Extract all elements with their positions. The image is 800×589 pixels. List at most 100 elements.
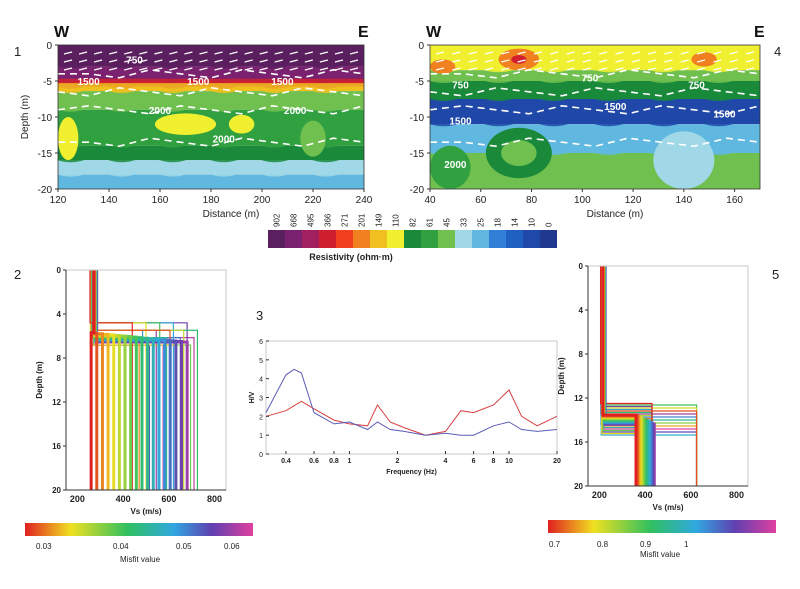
scale-value: 14 — [511, 218, 520, 227]
x-axis-label: Distance (m) — [587, 209, 644, 220]
contour-dash — [289, 59, 298, 63]
vs-profile-line — [90, 270, 154, 490]
section-fill: 750 750 750 1500 1500 1500 2000 — [430, 45, 760, 189]
x-tick-label: 140 — [101, 195, 118, 206]
x-tick-label: 200 — [70, 494, 85, 504]
vs-best-fit-line — [89, 270, 96, 490]
section-fill: 750 1500 1500 1500 2000 2000 2000 — [58, 45, 364, 189]
x-tick-label: 220 — [305, 195, 322, 206]
contour-dash — [184, 59, 193, 63]
layer-interface — [430, 116, 760, 127]
y-tick-label: -20 — [410, 185, 425, 196]
y-tick-label: 4 — [579, 306, 584, 315]
contour-dash — [274, 59, 283, 63]
resistivity-anomaly — [691, 52, 717, 67]
contour-dash — [184, 67, 193, 71]
contour-dash — [680, 59, 689, 63]
contour-dash — [550, 51, 559, 55]
contour-dash — [631, 51, 640, 55]
layer-interface — [58, 58, 364, 69]
contour-dash — [435, 59, 445, 63]
contour-dash — [647, 51, 657, 55]
contour-line — [58, 68, 364, 79]
contour-dash — [93, 67, 103, 71]
x-axis-label: Frequency (Hz) — [386, 469, 437, 476]
contour-dash — [582, 67, 591, 71]
contour-dash — [304, 67, 313, 71]
x-tick-label: 160 — [726, 195, 743, 206]
contour-dash — [199, 59, 208, 63]
x-tick-label: 180 — [203, 195, 220, 206]
misfit-tick: 0.06 — [224, 542, 240, 551]
misfit-colorbar-right: 0.7 0.8 0.9 1 Misfit value — [548, 520, 776, 559]
contour-line — [430, 86, 760, 97]
y-tick-label: 20 — [574, 482, 583, 491]
scale-value: 45 — [443, 218, 452, 227]
contour-dash — [696, 51, 706, 55]
misfit-tick: 1 — [684, 540, 689, 549]
scale-value: 0 — [545, 222, 554, 227]
resistivity-anomaly — [653, 131, 715, 189]
y-tick-label: 16 — [574, 438, 583, 447]
contour-dash — [199, 67, 208, 71]
y-tick-label: 16 — [52, 442, 61, 451]
resistivity-scale-label: Resistivity (ohm·m) — [309, 252, 393, 262]
x-tick-label: 120 — [625, 195, 642, 206]
contour-dash — [484, 51, 494, 55]
contour-dash — [244, 51, 253, 55]
layer-interface — [58, 152, 364, 163]
contour-dash — [78, 59, 88, 63]
contour-line — [430, 68, 760, 79]
x-axis-label: Distance (m) — [203, 209, 260, 220]
contour-dash — [139, 59, 148, 63]
layer-interface — [58, 137, 364, 148]
x-tick-label: 800 — [207, 494, 222, 504]
contour-dash — [244, 59, 253, 63]
contour-dash — [435, 51, 445, 55]
x-axis-label: Vs (m/s) — [652, 503, 683, 512]
contour-label: 2000 — [444, 160, 467, 171]
contour-dash — [214, 51, 223, 55]
x-tick-label: 8 — [492, 458, 496, 465]
x-tick-label: 4 — [444, 458, 448, 465]
contour-dash — [680, 67, 689, 71]
vs-profile-right: 200 400 600 800 0 4 8 12 16 20 Vs (m/s) Depth (m) — [557, 262, 749, 512]
scale-swatch — [421, 230, 438, 248]
contour-dash — [452, 59, 461, 63]
scale-swatch — [285, 230, 302, 248]
misfit-gradient-bar — [548, 520, 776, 533]
resistivity-section-right: 750 750 750 1500 1500 1500 2000 40 60 80 100 120 140… — [410, 24, 765, 220]
contour-dash — [452, 51, 461, 55]
contour-dash — [566, 67, 575, 71]
contour-dash — [696, 59, 706, 63]
scale-swatch — [540, 230, 557, 248]
misfit-tick: 0.05 — [176, 542, 192, 551]
misfit-tick: 0.7 — [549, 540, 561, 549]
scale-swatch — [268, 230, 285, 248]
panel-number: 2 — [14, 267, 21, 282]
contour-dash — [729, 67, 738, 71]
contour-label: 750 — [452, 81, 469, 92]
misfit-tick: 0.9 — [640, 540, 652, 549]
contour-label: 750 — [688, 81, 705, 92]
contour-line — [58, 104, 364, 115]
y-tick-label: 0 — [57, 266, 62, 275]
contour-dash — [468, 59, 477, 63]
x-tick-label: 60 — [475, 195, 487, 206]
contour-dash — [334, 51, 344, 55]
x-tick-label: 2 — [395, 458, 399, 465]
scale-swatch — [523, 230, 540, 248]
contour-dash — [304, 51, 313, 55]
x-tick-label: 20 — [553, 458, 561, 465]
panel-number: 4 — [774, 44, 781, 59]
contour-dash — [501, 67, 510, 71]
scale-swatch — [489, 230, 506, 248]
contour-dash — [319, 67, 329, 71]
scale-swatch — [353, 230, 370, 248]
contour-label: 1500 — [187, 77, 210, 88]
x-axis-label: Vs (m/s) — [130, 507, 161, 516]
scale-swatch — [438, 230, 455, 248]
scale-value: 110 — [392, 214, 401, 227]
scale-value: 149 — [375, 213, 384, 227]
